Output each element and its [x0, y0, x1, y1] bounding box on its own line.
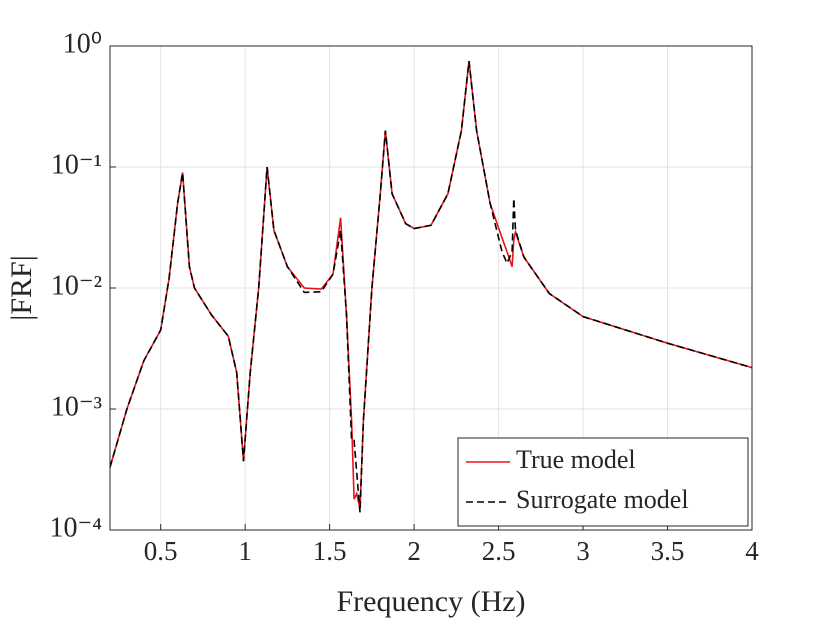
x-tick-label: 2: [407, 536, 421, 566]
legend: True model Surrogate model: [457, 437, 749, 527]
y-tick-label: 10⁻⁴: [49, 512, 102, 543]
x-tick-label: 1: [238, 536, 252, 566]
y-tick-label: 10⁻²: [51, 270, 102, 301]
legend-box: [457, 437, 749, 527]
y-tick-label: 10⁻¹: [51, 149, 102, 180]
y-tick-label: 10⁻³: [51, 391, 102, 422]
x-axis-label: Frequency (Hz): [336, 585, 525, 618]
x-tick-label: 3.5: [651, 536, 685, 566]
y-tick-label: 10⁰: [63, 28, 102, 59]
plot-frame: [109, 45, 753, 531]
x-tick-label: 0.5: [144, 536, 178, 566]
x-tick-label: 2.5: [482, 536, 516, 566]
y-axis-label: |FRF|: [5, 255, 38, 320]
x-tick-label: 1.5: [313, 536, 347, 566]
x-tick-label: 3: [576, 536, 590, 566]
series-line: [109, 61, 753, 509]
legend-label: True model: [516, 445, 636, 474]
series-line: [109, 61, 753, 513]
legend-label: Surrogate model: [516, 485, 689, 514]
x-tick-label: 4: [745, 536, 759, 566]
